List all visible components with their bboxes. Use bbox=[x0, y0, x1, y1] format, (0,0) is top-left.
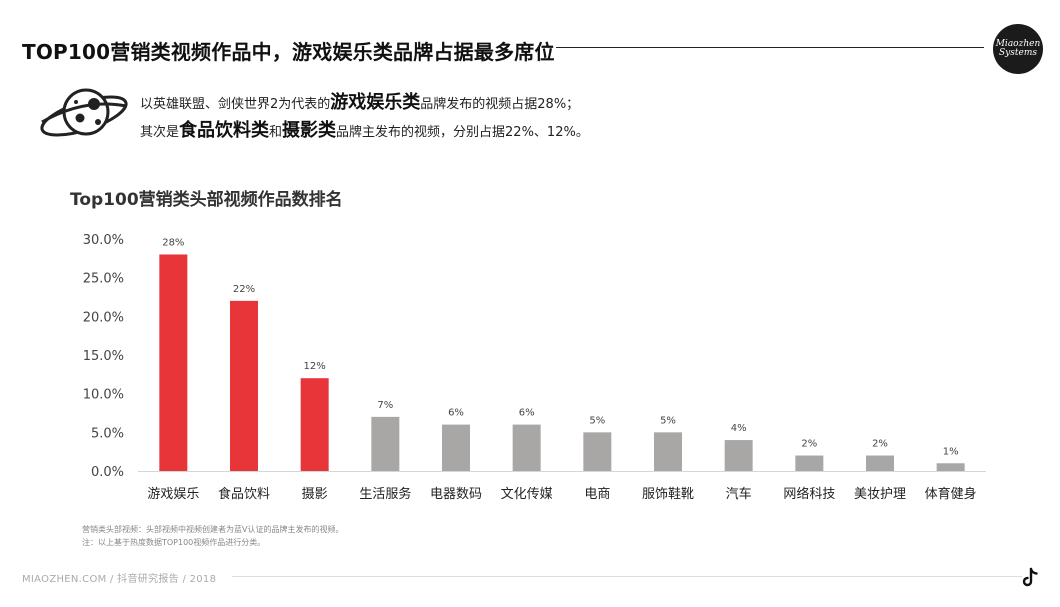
summary-line-2: 其次是 食品饮料类 和 摄影类 品牌主发布的视频，分别占据22%、12%。 bbox=[140, 116, 589, 144]
bar bbox=[795, 455, 824, 471]
x-tick-label: 服饰鞋靴 bbox=[642, 486, 694, 502]
data-label: 1% bbox=[943, 446, 959, 457]
x-tick-label: 摄影 bbox=[302, 487, 328, 502]
bar bbox=[936, 463, 965, 471]
summary-line2-pre: 其次是 bbox=[140, 125, 180, 140]
bar bbox=[724, 440, 753, 471]
summary-line2-mid: 和 bbox=[269, 125, 283, 140]
data-label: 5% bbox=[589, 415, 605, 426]
data-label: 22% bbox=[233, 284, 255, 295]
y-tick-label: 5.0% bbox=[91, 426, 124, 441]
bar bbox=[654, 432, 682, 471]
x-tick-label: 网络科技 bbox=[783, 486, 835, 502]
x-tick-label: 电商 bbox=[584, 487, 610, 502]
data-label: 7% bbox=[377, 400, 393, 411]
x-tick-label: 美妆护理 bbox=[854, 487, 906, 502]
footer-divider bbox=[232, 576, 1022, 577]
data-label: 4% bbox=[731, 423, 747, 434]
summary-line1-pre: 以英雄联盟、剑侠世界2为代表的 bbox=[140, 97, 331, 112]
data-label: 6% bbox=[448, 408, 464, 419]
footnote: 营销类头部视频：头部视频中视频创建者为蓝V认证的品牌主发布的视频。 注：以上基于… bbox=[82, 523, 343, 549]
y-tick-label: 10.0% bbox=[83, 388, 124, 403]
x-tick-label: 汽车 bbox=[726, 486, 752, 502]
summary-text: 以英雄联盟、剑侠世界2为代表的 游戏娱乐类 品牌发布的视频占据28%； 其次是 … bbox=[140, 88, 589, 144]
data-label: 2% bbox=[801, 439, 817, 450]
y-tick-label: 25.0% bbox=[83, 272, 124, 287]
summary-line1-post: 品牌发布的视频占据28%； bbox=[420, 97, 580, 112]
bar bbox=[512, 424, 541, 471]
bar bbox=[583, 432, 612, 471]
x-tick-label: 生活服务 bbox=[359, 486, 411, 502]
bar bbox=[230, 300, 258, 471]
bar bbox=[442, 424, 470, 471]
bar bbox=[371, 416, 400, 471]
y-tick-label: 20.0% bbox=[83, 310, 124, 325]
summary-line2-post: 品牌主发布的视频，分别占据22%、12%。 bbox=[336, 125, 589, 140]
data-label: 28% bbox=[162, 237, 184, 248]
y-tick-label: 30.0% bbox=[83, 233, 124, 248]
y-tick-label: 0.0% bbox=[91, 465, 124, 480]
chart-title: Top100营销类头部视频作品数排名 bbox=[70, 190, 343, 210]
footnote-line-2: 注：以上基于热度数据TOP100视频作品进行分类。 bbox=[82, 538, 266, 547]
summary-line2-em1: 食品饮料类 bbox=[179, 120, 270, 141]
footer-source: MIAOZHEN.COM / 抖音研究报告 / 2018 bbox=[22, 574, 217, 585]
data-label: 12% bbox=[304, 361, 326, 372]
summary-line2-em2: 摄影类 bbox=[282, 120, 337, 141]
x-tick-label: 文化传媒 bbox=[501, 487, 553, 502]
tiktok-icon bbox=[1022, 567, 1038, 587]
header-divider bbox=[556, 47, 984, 48]
logo-line1: Miaozhen bbox=[995, 39, 1041, 49]
miaozhen-logo: Miaozhen Systems bbox=[993, 24, 1043, 74]
bar bbox=[159, 254, 188, 471]
logo-line2: Systems bbox=[999, 48, 1037, 58]
planet-icon bbox=[40, 88, 128, 137]
y-tick-label: 15.0% bbox=[83, 349, 124, 364]
summary-line1-em: 游戏娱乐类 bbox=[330, 92, 421, 113]
page-title: TOP100营销类视频作品中，游戏娱乐类品牌占据最多席位 bbox=[22, 40, 555, 64]
bar bbox=[866, 455, 894, 471]
bar bbox=[300, 378, 329, 471]
x-tick-label: 体育健身 bbox=[925, 486, 977, 502]
data-label: 6% bbox=[519, 408, 535, 419]
summary-line-1: 以英雄联盟、剑侠世界2为代表的 游戏娱乐类 品牌发布的视频占据28%； bbox=[140, 88, 589, 116]
data-label: 5% bbox=[660, 415, 676, 426]
x-tick-label: 游戏娱乐 bbox=[147, 487, 199, 502]
x-tick-label: 食品饮料 bbox=[218, 486, 270, 502]
data-label: 2% bbox=[872, 439, 888, 450]
footnote-line-1: 营销类头部视频：头部视频中视频创建者为蓝V认证的品牌主发布的视频。 bbox=[82, 525, 344, 534]
x-tick-label: 电器数码 bbox=[430, 487, 482, 502]
